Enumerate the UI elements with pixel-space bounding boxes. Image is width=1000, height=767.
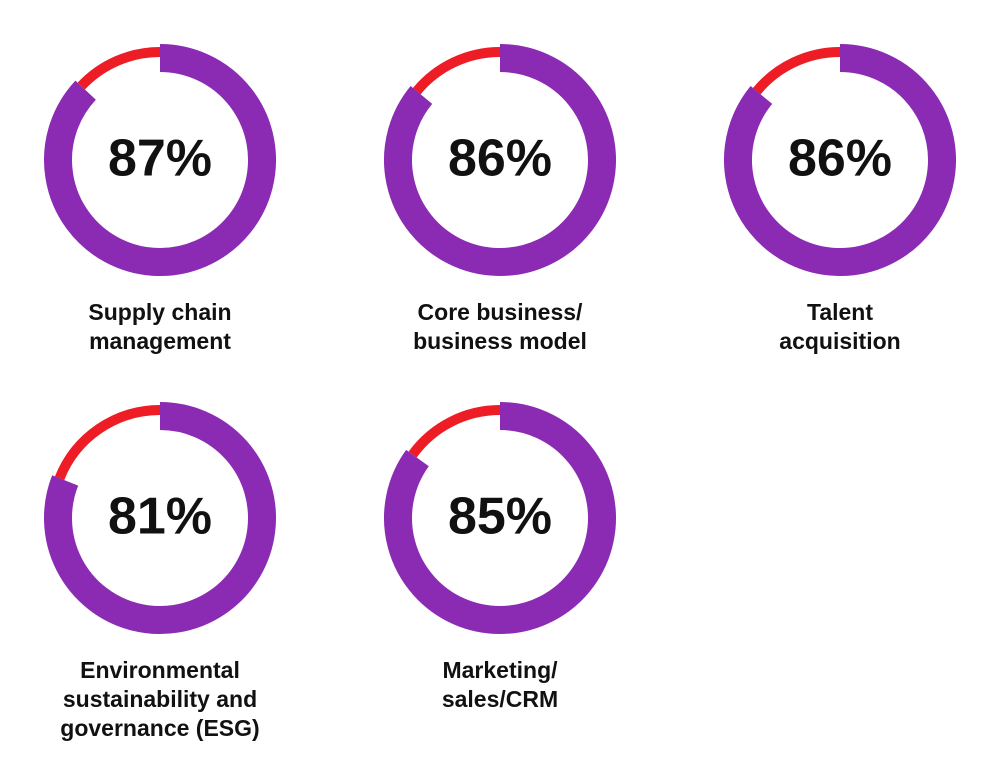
donut-remaining-arc — [752, 47, 841, 95]
donut-category-label: Supply chain management — [0, 298, 320, 356]
label-line: sales/CRM — [441, 686, 559, 712]
donut-chart: 86% — [724, 44, 956, 276]
donut-value-label: 86% — [448, 130, 552, 188]
label-line: governance (ESG) — [60, 715, 260, 741]
donut-value-label: 85% — [448, 488, 552, 546]
donut-category-label: Talent acquisition — [680, 298, 1000, 356]
donut-card-talent-acquisition: 86% Talent acquisition — [680, 20, 1000, 380]
donut-chart: 87% — [44, 44, 276, 276]
label-line: Marketing/ — [442, 657, 558, 683]
label-line: acquisition — [779, 328, 901, 354]
donut-category-label: Core business/ business model — [340, 298, 660, 356]
donut-value-label: 87% — [108, 130, 212, 188]
donut-card-marketing-sales: 85% Marketing/ sales/CRM — [340, 378, 660, 738]
donut-category-label: Environmental sustainability and governa… — [0, 656, 320, 743]
donut-value-arc — [44, 44, 276, 276]
donut-card-esg: 81% Environmental sustainability and gov… — [0, 378, 320, 741]
donut-card-supply-chain: 87% Supply chain management — [0, 20, 320, 380]
label-line: business model — [413, 328, 587, 354]
donut-chart: 85% — [384, 402, 616, 634]
donut-value-arc — [724, 44, 956, 276]
donut-chart: 86% — [384, 44, 616, 276]
donut-card-core-business: 86% Core business/ business model — [340, 20, 660, 380]
label-line: sustainability and — [62, 686, 258, 712]
donut-chart: 81% — [44, 402, 276, 634]
donut-remaining-arc — [412, 47, 501, 95]
label-line: management — [89, 328, 231, 354]
donut-remaining-arc — [54, 405, 161, 481]
donut-remaining-arc — [77, 47, 161, 90]
donut-value-arc — [384, 44, 616, 276]
donut-category-label: Marketing/ sales/CRM — [340, 656, 660, 714]
donut-remaining-arc — [408, 405, 501, 458]
label-line: Core business/ — [417, 299, 583, 325]
donut-value-arc — [44, 402, 276, 634]
donut-value-label: 81% — [108, 488, 212, 546]
label-line: Talent — [806, 299, 874, 325]
label-line: Supply chain — [88, 299, 232, 325]
label-line: Environmental — [80, 657, 240, 683]
donut-value-arc — [384, 402, 616, 634]
donut-value-label: 86% — [788, 130, 892, 188]
